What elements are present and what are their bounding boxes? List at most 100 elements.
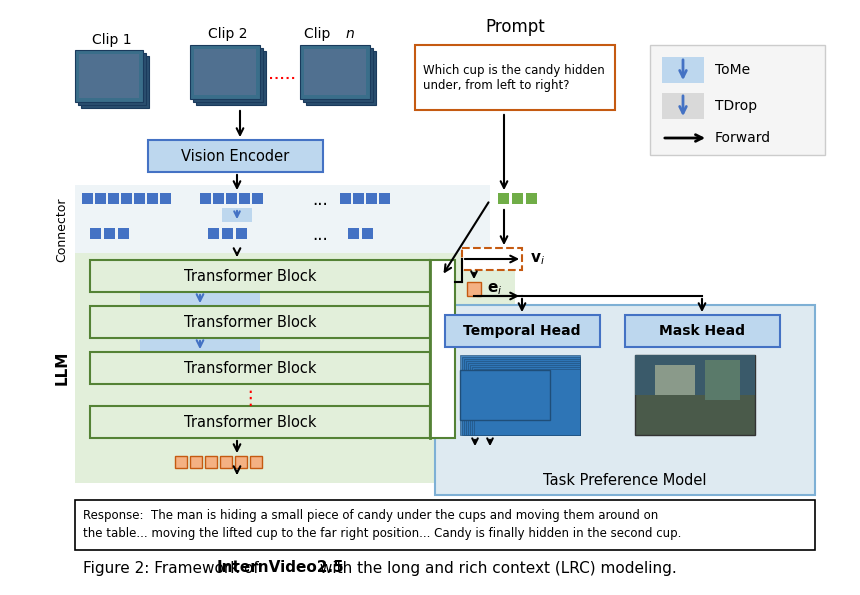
FancyBboxPatch shape (108, 193, 119, 204)
FancyBboxPatch shape (208, 228, 219, 239)
FancyBboxPatch shape (78, 53, 146, 105)
Text: Mask Head: Mask Head (659, 324, 745, 338)
Text: ToMe: ToMe (715, 63, 750, 77)
FancyBboxPatch shape (140, 292, 260, 306)
Text: Temporal Head: Temporal Head (464, 324, 580, 338)
Text: Vision Encoder: Vision Encoder (181, 149, 289, 164)
FancyBboxPatch shape (306, 51, 376, 105)
FancyBboxPatch shape (98, 266, 348, 288)
FancyBboxPatch shape (435, 305, 815, 495)
FancyBboxPatch shape (650, 45, 825, 155)
FancyBboxPatch shape (190, 456, 202, 468)
FancyBboxPatch shape (300, 45, 370, 99)
FancyBboxPatch shape (90, 260, 430, 292)
Text: Connector: Connector (56, 198, 69, 262)
FancyBboxPatch shape (462, 357, 580, 435)
FancyBboxPatch shape (90, 352, 430, 384)
FancyBboxPatch shape (430, 260, 455, 438)
FancyBboxPatch shape (340, 193, 351, 204)
Text: Transformer Block: Transformer Block (184, 415, 316, 430)
FancyBboxPatch shape (635, 355, 755, 435)
FancyBboxPatch shape (160, 193, 171, 204)
Text: Response:  The man is hiding a small piece of candy under the cups and moving th: Response: The man is hiding a small piec… (83, 509, 681, 540)
FancyBboxPatch shape (200, 193, 211, 204)
Text: Task Preference Model: Task Preference Model (544, 472, 707, 487)
FancyBboxPatch shape (239, 193, 250, 204)
FancyBboxPatch shape (468, 363, 580, 435)
FancyBboxPatch shape (226, 193, 237, 204)
FancyBboxPatch shape (79, 54, 139, 98)
FancyBboxPatch shape (464, 359, 580, 435)
FancyBboxPatch shape (98, 358, 348, 380)
FancyBboxPatch shape (81, 56, 149, 108)
Text: Transformer Block: Transformer Block (184, 315, 316, 330)
Text: $\mathbf{v}_i$: $\mathbf{v}_i$ (530, 251, 545, 267)
Text: TDrop: TDrop (715, 99, 757, 113)
FancyBboxPatch shape (362, 228, 373, 239)
FancyBboxPatch shape (104, 228, 115, 239)
FancyBboxPatch shape (98, 312, 348, 334)
FancyBboxPatch shape (494, 252, 506, 264)
FancyBboxPatch shape (175, 456, 187, 468)
FancyBboxPatch shape (222, 208, 252, 222)
FancyBboxPatch shape (625, 315, 780, 347)
FancyBboxPatch shape (121, 193, 132, 204)
Text: with the long and rich context (LRC) modeling.: with the long and rich context (LRC) mod… (316, 560, 677, 575)
FancyBboxPatch shape (95, 193, 106, 204)
FancyBboxPatch shape (193, 48, 263, 102)
FancyBboxPatch shape (635, 355, 755, 395)
FancyBboxPatch shape (303, 48, 373, 102)
FancyBboxPatch shape (366, 193, 377, 204)
FancyBboxPatch shape (205, 456, 217, 468)
FancyBboxPatch shape (90, 406, 430, 438)
FancyBboxPatch shape (196, 51, 266, 105)
FancyBboxPatch shape (526, 193, 537, 204)
FancyBboxPatch shape (235, 456, 247, 468)
Text: Which cup is the candy hidden
under, from left to right?: Which cup is the candy hidden under, fro… (423, 64, 605, 92)
FancyBboxPatch shape (348, 228, 359, 239)
FancyBboxPatch shape (460, 355, 580, 435)
Text: Forward: Forward (715, 131, 771, 145)
FancyBboxPatch shape (134, 193, 145, 204)
Text: Prompt: Prompt (485, 18, 545, 36)
FancyBboxPatch shape (252, 193, 263, 204)
FancyBboxPatch shape (220, 456, 232, 468)
FancyBboxPatch shape (655, 365, 695, 395)
Text: Transformer Block: Transformer Block (184, 361, 316, 375)
Text: Clip: Clip (304, 27, 335, 41)
Text: ...: ... (312, 191, 328, 209)
FancyBboxPatch shape (190, 45, 260, 99)
FancyBboxPatch shape (512, 193, 523, 204)
Text: n: n (346, 27, 354, 41)
FancyBboxPatch shape (118, 228, 129, 239)
FancyBboxPatch shape (90, 306, 430, 338)
FancyBboxPatch shape (148, 140, 323, 172)
FancyBboxPatch shape (236, 228, 247, 239)
FancyBboxPatch shape (705, 360, 740, 400)
FancyBboxPatch shape (82, 193, 93, 204)
FancyBboxPatch shape (662, 57, 704, 83)
FancyBboxPatch shape (662, 93, 704, 119)
FancyBboxPatch shape (304, 49, 366, 95)
FancyBboxPatch shape (467, 282, 481, 296)
FancyBboxPatch shape (466, 361, 580, 435)
Text: Figure 2: Framework of: Figure 2: Framework of (83, 560, 264, 575)
FancyBboxPatch shape (147, 193, 158, 204)
FancyBboxPatch shape (140, 338, 260, 352)
Text: Transformer Block: Transformer Block (184, 268, 316, 283)
FancyBboxPatch shape (75, 185, 490, 275)
FancyBboxPatch shape (250, 456, 262, 468)
Text: ...: ... (312, 226, 328, 244)
FancyBboxPatch shape (194, 49, 256, 95)
FancyBboxPatch shape (480, 252, 492, 264)
Text: ⋮: ⋮ (240, 389, 260, 408)
FancyBboxPatch shape (75, 500, 815, 550)
Text: Clip 2: Clip 2 (208, 27, 248, 41)
FancyBboxPatch shape (474, 369, 580, 435)
FancyBboxPatch shape (379, 193, 390, 204)
FancyBboxPatch shape (466, 252, 478, 264)
FancyBboxPatch shape (498, 193, 509, 204)
FancyBboxPatch shape (445, 315, 600, 347)
FancyBboxPatch shape (470, 365, 580, 435)
FancyBboxPatch shape (353, 193, 364, 204)
